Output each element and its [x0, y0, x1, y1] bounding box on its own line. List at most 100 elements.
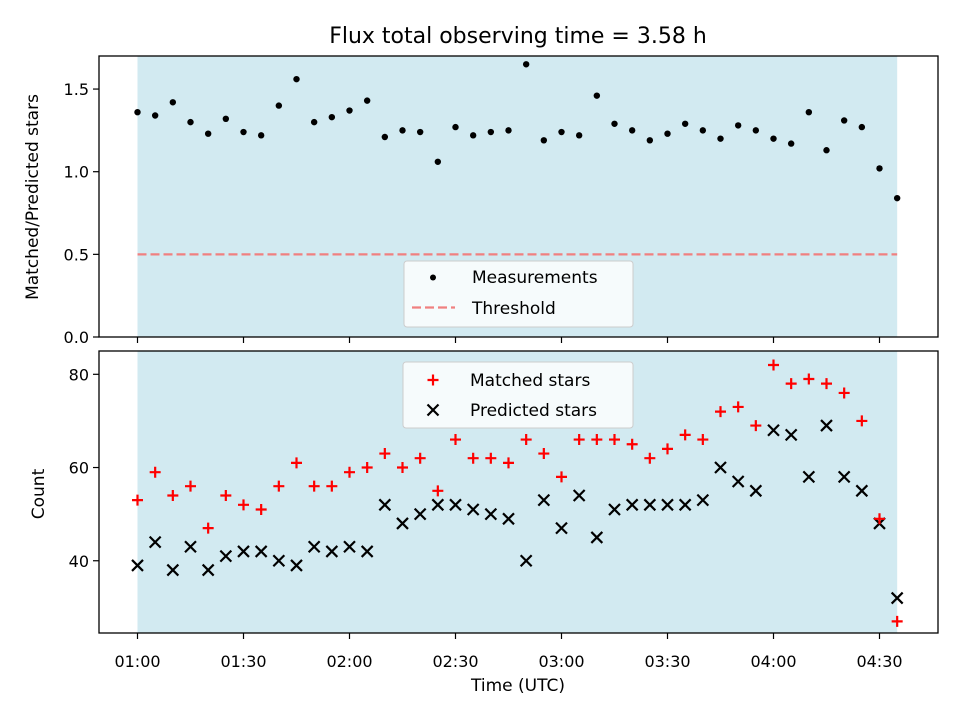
- measurement-point: [416, 128, 424, 136]
- x-axis-label: Time (UTC): [470, 676, 565, 696]
- predicted-star-marker: [572, 489, 586, 502]
- matched-star-marker: [768, 359, 779, 371]
- predicted-star-marker: [325, 545, 339, 558]
- matched-star-marker: [891, 615, 903, 627]
- measurement-point: [646, 137, 654, 144]
- measurement-point: [876, 165, 883, 172]
- predicted-star-marker: [449, 498, 462, 512]
- matched-star-marker: [874, 513, 885, 525]
- measurement-point: [257, 132, 265, 139]
- matched-star-marker: [149, 466, 161, 478]
- bottom-plot-frame: [98, 350, 939, 634]
- y-tick-label-top: 1.5: [64, 80, 89, 99]
- measurement-point: [734, 122, 742, 129]
- predicted-star-marker: [625, 498, 639, 512]
- x-tick-label: 04:00: [750, 652, 796, 671]
- predicted-star-marker: [802, 470, 816, 484]
- matched-star-marker: [503, 457, 514, 469]
- predicted-star-marker: [431, 498, 445, 512]
- x-tick-label: 03:30: [644, 652, 690, 671]
- measurement-point: [452, 123, 459, 131]
- matched-star-marker: [556, 471, 567, 483]
- x-tick-label: 03:00: [538, 652, 584, 671]
- matched-star-marker: [644, 452, 656, 464]
- predicted-star-marker: [201, 563, 215, 577]
- predicted-star-marker: [254, 545, 268, 558]
- bottom-ylabel: Count: [29, 468, 49, 519]
- measurement-point: [681, 120, 689, 127]
- matched-star-marker: [838, 387, 850, 399]
- predicted-star-marker: [749, 484, 763, 498]
- y-tick-label-top: 1.0: [64, 163, 89, 182]
- legend-matched-marker: [427, 374, 439, 386]
- x-tick-label: 01:00: [114, 652, 160, 671]
- predicted-star-marker: [820, 419, 833, 432]
- predicted-star-marker: [714, 461, 727, 474]
- measurement-point: [187, 118, 194, 126]
- matched-star-marker: [591, 434, 603, 446]
- y-tick-label-bottom: 80: [69, 365, 89, 384]
- predicted-star-marker: [678, 498, 692, 512]
- matched-star-marker: [255, 503, 267, 515]
- predicted-star-marker: [608, 503, 621, 516]
- measurement-point: [787, 140, 795, 147]
- measurement-point: [540, 137, 548, 144]
- measurement-point: [840, 117, 848, 124]
- matched-star-marker: [132, 494, 143, 506]
- predicted-star-marker: [360, 545, 374, 558]
- matched-star-marker: [414, 452, 426, 464]
- matched-star-marker: [344, 466, 355, 478]
- matched-star-marker: [432, 485, 444, 497]
- measurement-point: [346, 107, 353, 114]
- measurement-point: [151, 112, 159, 119]
- measurement-point: [770, 135, 777, 142]
- predicted-star-marker: [307, 540, 321, 554]
- matched-star-marker: [379, 448, 391, 460]
- predicted-star-marker: [784, 428, 798, 442]
- y-tick-label-bottom: 40: [69, 552, 89, 571]
- matched-star-marker: [467, 452, 479, 464]
- matched-star-marker: [485, 452, 497, 464]
- measurement-point: [611, 120, 618, 127]
- measurement-point: [204, 130, 212, 137]
- predicted-star-marker: [731, 475, 745, 488]
- top-plot: 0.0 0.5 1.0 1.5 Measurements Threshold: [64, 55, 939, 347]
- matched-star-marker: [573, 434, 585, 446]
- matched-star-marker: [326, 480, 338, 492]
- predicted-star-marker: [855, 484, 869, 498]
- matched-star-marker: [697, 434, 709, 446]
- measurement-point: [717, 135, 724, 142]
- predicted-star-marker: [131, 559, 144, 572]
- y-tick-label-top: 0.0: [64, 328, 89, 347]
- legend-measurements-marker: [430, 274, 436, 281]
- measurement-point: [522, 61, 530, 68]
- matched-star-marker: [538, 448, 550, 460]
- matched-star-marker: [520, 434, 532, 446]
- predicted-star-marker: [290, 559, 303, 572]
- x-tick-label: 02:00: [326, 652, 372, 671]
- matched-star-marker: [732, 401, 744, 413]
- measurement-point: [381, 133, 389, 141]
- measurement-point: [469, 132, 477, 139]
- matched-star-marker: [220, 489, 232, 501]
- matched-star-marker: [785, 378, 797, 390]
- x-tick-label: 02:30: [432, 652, 478, 671]
- legend-bottom-box: [402, 361, 634, 429]
- measurement-point: [505, 127, 512, 134]
- matched-star-marker: [167, 489, 179, 501]
- measurement-point: [893, 194, 901, 202]
- predicted-star-marker: [148, 535, 162, 549]
- legend-measurements-label: Measurements: [472, 268, 598, 288]
- measurement-point: [664, 130, 671, 137]
- predicted-star-marker: [378, 498, 392, 512]
- measurement-point: [558, 128, 565, 136]
- matched-star-marker: [715, 406, 726, 418]
- measurement-point: [805, 109, 813, 116]
- matched-star-marker: [273, 480, 285, 492]
- predicted-star-marker: [502, 512, 515, 526]
- predicted-star-marker: [343, 540, 356, 554]
- matched-star-marker: [308, 480, 320, 492]
- measurement-point: [823, 147, 830, 154]
- measurement-point: [275, 102, 283, 109]
